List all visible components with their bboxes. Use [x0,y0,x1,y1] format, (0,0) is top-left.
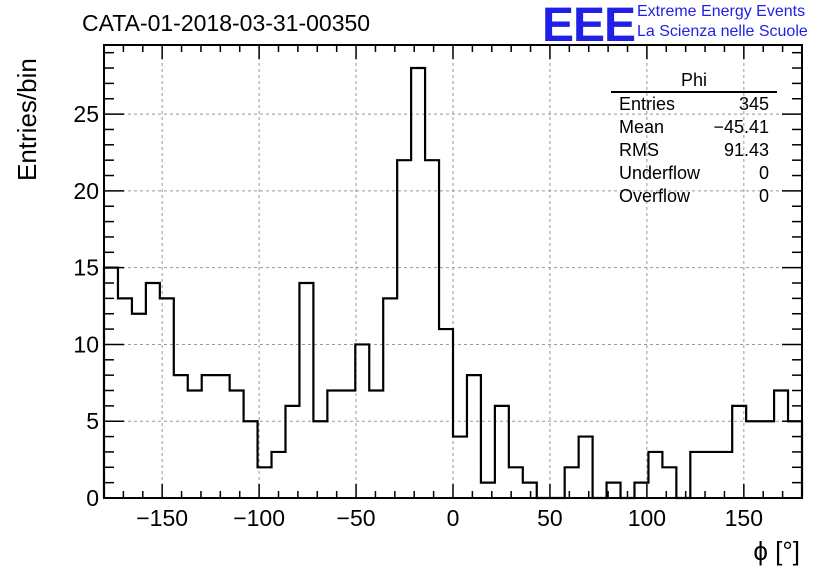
histogram-bin [202,375,216,498]
y-tick-label: 15 [73,255,99,281]
stats-box: Phi Entries 345 Mean −45.41 RMS 91.43 Un… [611,70,777,208]
stats-row-underflow: Underflow 0 [611,162,777,185]
histogram-outline [102,66,804,500]
org-subtitle: La Scienza nelle Scuole [637,23,808,40]
histogram-bin [327,391,341,498]
stats-row-overflow: Overflow 0 [611,185,777,208]
histogram-bin [718,452,732,498]
x-tick-label: 0 [447,505,460,531]
stats-title: Phi [611,70,777,93]
y-tick-label: 5 [86,408,99,434]
x-tick-label: −50 [337,505,376,531]
y-axis-label: Entries/bin [12,58,42,181]
histogram-bin [467,375,481,498]
stats-row-entries: Entries 345 [611,93,777,116]
axis-ticks [103,45,803,499]
stats-row-rms: RMS 91.43 [611,139,777,162]
y-tick-labels: 0 5 10 15 20 25 [73,101,99,511]
histogram-bin [160,298,174,498]
histogram-bin [774,391,788,498]
histogram-bin [132,314,146,498]
histogram-bin [523,483,537,498]
histogram-bin [285,406,299,498]
x-axis-label: ϕ [°] [753,536,800,566]
histogram-bin [411,68,425,498]
histogram-bin [579,437,593,498]
histogram-bin [188,391,202,498]
histogram-bin [104,268,118,498]
histogram-bin [746,421,760,498]
histogram-bin [453,437,467,498]
stats-value: 0 [758,186,769,206]
stats-label: RMS [619,140,659,160]
y-tick-label: 0 [86,485,99,511]
y-tick-label: 10 [73,331,99,357]
histogram-bin [481,483,495,498]
y-tick-label: 25 [73,101,99,127]
plot-frame [103,44,803,499]
histogram-bin [146,283,160,498]
stats-value: 0 [758,163,769,183]
histogram-bin [788,421,802,498]
histogram-bin [174,375,188,498]
histogram-bin [690,452,704,498]
x-tick-label: −150 [136,505,188,531]
histogram-bin [299,283,313,498]
histogram-bin [439,329,453,498]
x-tick-label: −100 [233,505,285,531]
stats-label: Underflow [619,163,701,183]
stats-label: Mean [619,117,665,137]
stats-row-mean: Mean −45.41 [611,116,777,139]
histogram-bin [341,391,355,498]
histogram-bin [216,375,230,498]
histogram-bin [565,467,579,498]
histogram-bin [648,452,662,498]
x-tick-label: 100 [628,505,666,531]
x-tick-label: 50 [537,505,563,531]
histogram-bin [118,298,132,498]
y-tick-label: 20 [73,178,99,204]
histogram-bin [397,160,411,498]
stats-value: 345 [738,94,769,114]
histogram-bin [230,391,244,498]
stats-value: 91.43 [723,140,769,160]
histogram-bin [355,344,369,498]
x-tick-label: 150 [725,505,763,531]
stats-label: Overflow [619,186,691,206]
histogram-bin [425,160,439,498]
org-name: Extreme Energy Events [637,3,806,20]
stats-label: Entries [619,94,676,114]
histogram-bin [495,406,509,498]
histogram-bin [383,298,397,498]
histogram-bin [704,452,718,498]
run-title: CATA-01-2018-03-31-00350 [82,10,371,36]
histogram-bin [313,421,327,498]
eee-logo: EEE [542,0,636,52]
histogram-bin [369,391,383,498]
stats-value: −45.41 [713,117,769,137]
x-tick-labels: −150 −100 −50 0 50 100 150 [136,505,763,531]
histogram-bin [244,421,258,498]
histogram-bin [760,421,774,498]
histogram-bin [662,467,676,498]
